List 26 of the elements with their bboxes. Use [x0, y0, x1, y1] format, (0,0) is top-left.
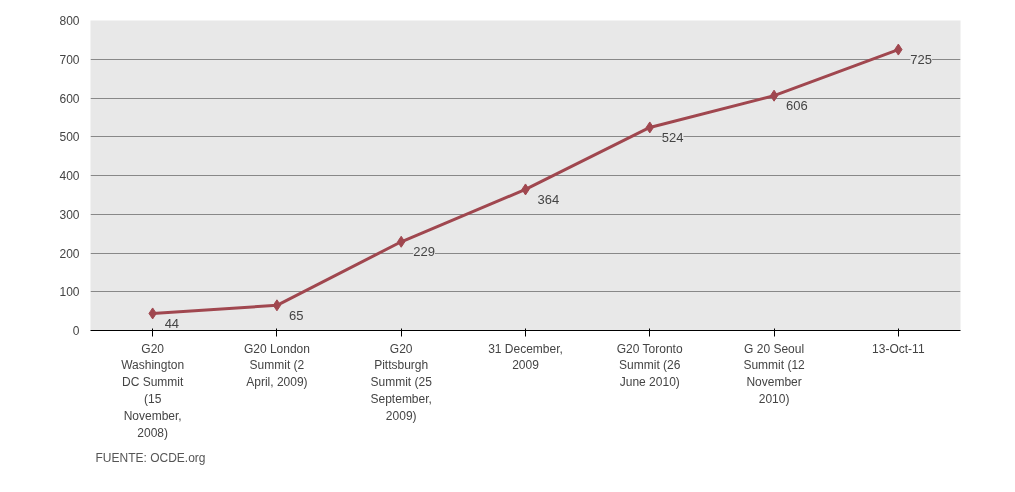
- y-tick-label: 100: [59, 285, 80, 300]
- y-tick-label: 500: [59, 130, 80, 145]
- x-tick-label: G20 London Summit (2 April, 2009): [243, 341, 310, 390]
- data-label: 229: [413, 244, 435, 260]
- y-tick-label: 600: [59, 91, 80, 106]
- x-tick-label: 31 December, 2009: [488, 341, 563, 373]
- x-tick-label: 13-Oct-11: [872, 341, 925, 356]
- point: [769, 89, 779, 102]
- data-label: 44: [164, 315, 180, 331]
- y-tick-label: 800: [59, 14, 80, 28]
- x-tick-label: G 20 Seoul Summit (12 November 2010): [743, 341, 806, 406]
- source-note: FUENTE: OCDE.org: [95, 450, 206, 465]
- data-label: 65: [288, 307, 304, 323]
- data-label: 364: [537, 191, 560, 207]
- x-tick-label: G20 Washington DC Summit (15 November, 2008): [121, 341, 185, 440]
- y-tick-label: 0: [72, 324, 80, 338]
- x-tick-label: G20 Pittsburgh Summit (25 September, 2009): [370, 341, 433, 423]
- data-label: 725: [910, 52, 933, 68]
- y-tick-label: 300: [59, 207, 80, 222]
- y-tick-label: 400: [59, 169, 80, 183]
- data-label: 606: [786, 98, 808, 114]
- y-tick-label: 700: [59, 52, 80, 67]
- x-tick-label: G20 Toronto Summit (26 June 2010): [616, 341, 683, 390]
- y-tick-label: 200: [59, 246, 80, 261]
- point: [272, 299, 282, 312]
- data-label: 524: [661, 129, 684, 145]
